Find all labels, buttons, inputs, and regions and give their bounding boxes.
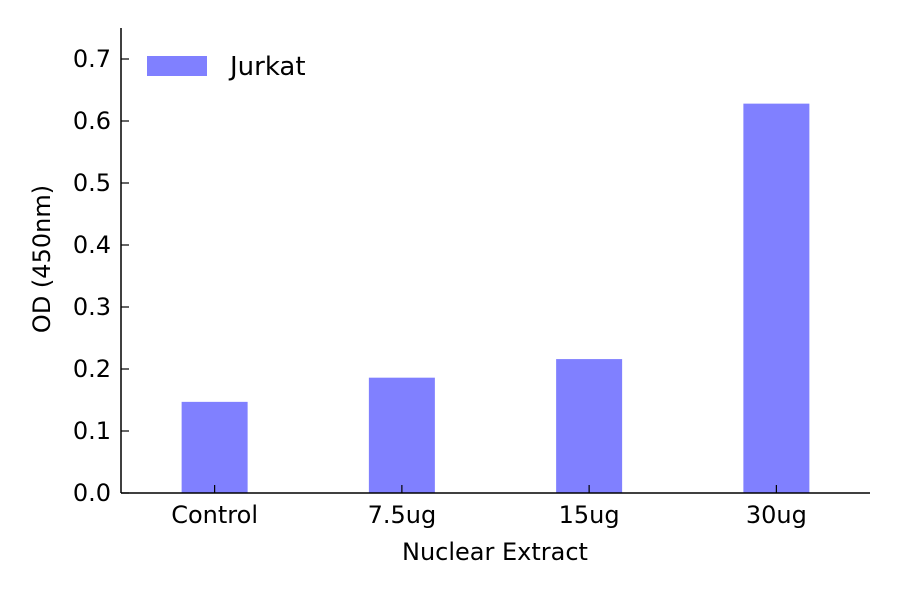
y-ticks-group: 0.0 0.1 0.2 0.3 0.4 0.5 0.6 0.7 (73, 45, 129, 507)
y-axis-title: OD (450nm) (28, 185, 56, 333)
x-axis-title: Nuclear Extract (402, 538, 588, 566)
y-tick-label: 0.7 (73, 45, 111, 73)
axes-group (120, 28, 870, 494)
x-tick-label: 15ug (559, 501, 620, 529)
x-ticks-group: Control 7.5ug 15ug 30ug (171, 485, 807, 529)
bars-group (181, 103, 810, 493)
y-tick-label: 0.5 (73, 169, 111, 197)
x-tick-label: 7.5ug (368, 501, 437, 529)
legend-swatch (147, 56, 207, 76)
x-tick-label: Control (171, 501, 258, 529)
y-tick-label: 0.2 (73, 355, 111, 383)
legend-label-jurkat: Jurkat (228, 52, 306, 82)
bar-30ug (743, 103, 810, 493)
bar-15ug (556, 359, 623, 493)
legend: Jurkat (147, 52, 306, 82)
bar-control (181, 401, 248, 493)
y-tick-label: 0.6 (73, 107, 111, 135)
y-tick-label: 0.4 (73, 231, 111, 259)
bar-7-5ug (368, 377, 435, 493)
y-tick-label: 0.3 (73, 293, 111, 321)
x-tick-label: 30ug (746, 501, 807, 529)
y-tick-label: 0.1 (73, 417, 111, 445)
y-tick-label: 0.0 (73, 479, 111, 507)
